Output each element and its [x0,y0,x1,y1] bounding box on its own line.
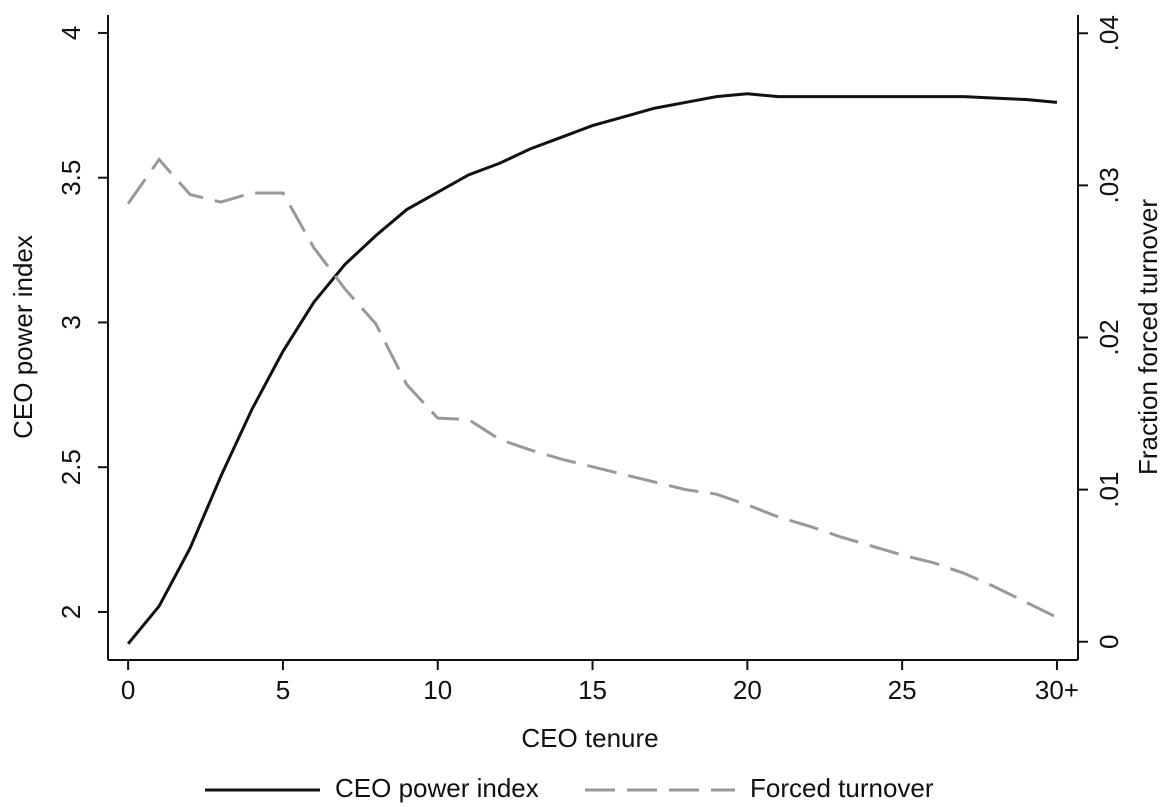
y2-axis-label: Fraction forced turnover [1133,199,1163,475]
series-line [126,157,1058,619]
x-tick-label: 5 [276,675,290,705]
y-tick-label: 2.5 [56,449,86,485]
y2-tick-label: .02 [1094,319,1124,355]
y-tick-label: 3 [56,315,86,329]
x-tick-label: 0 [121,675,135,705]
x-axis-label: CEO tenure [521,723,658,753]
y2-tick-label: 0 [1094,635,1124,649]
y-axis-label: CEO power index [8,235,38,439]
y-tick-label: 3.5 [56,160,86,196]
y-tick-label: 4 [56,26,86,40]
x-tick-label: 30+ [1035,675,1079,705]
y-tick-label: 2 [56,605,86,619]
legend-label: Forced turnover [750,773,934,803]
y2-tick-label: .03 [1094,167,1124,203]
y2-tick-label: .04 [1094,15,1124,51]
x-tick-label: 10 [423,675,452,705]
x-tick-label: 25 [888,675,917,705]
x-tick-label: 20 [733,675,762,705]
legend-label: CEO power index [335,773,539,803]
x-tick-label: 15 [578,675,607,705]
series-line [126,92,1058,645]
y2-tick-label: .01 [1094,472,1124,508]
